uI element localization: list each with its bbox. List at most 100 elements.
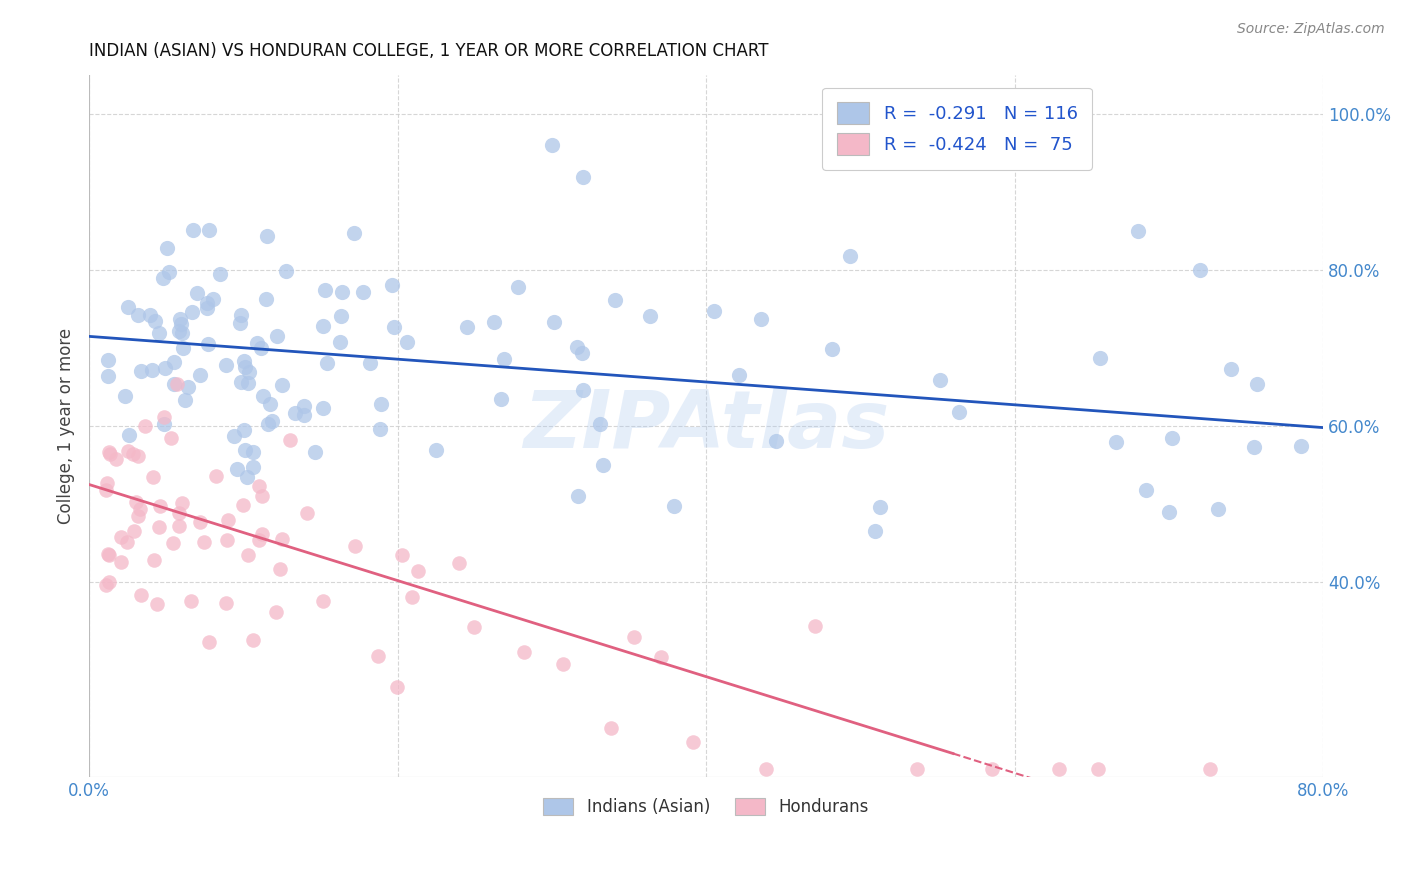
Point [98,575,121,590]
Point [571,169,593,184]
Point [821,343,844,357]
Point [134,419,156,434]
Point [96,476,118,491]
Point [540,138,562,153]
Point [1135,483,1157,498]
Point [295,506,318,520]
Point [163,355,186,369]
Point [278,433,301,447]
Point [304,445,326,459]
Point [217,513,239,527]
Legend: Indians (Asian), Hondurans: Indians (Asian), Hondurans [536,789,877,825]
Point [229,308,252,322]
Point [980,762,1002,776]
Point [463,620,485,634]
Point [242,460,264,475]
Point [98,447,121,461]
Point [257,417,280,431]
Point [284,406,307,420]
Point [271,532,294,546]
Point [208,267,231,281]
Point [247,479,270,493]
Point [1243,440,1265,454]
Point [344,539,367,553]
Point [148,520,170,534]
Point [543,315,565,329]
Point [114,389,136,403]
Point [1188,263,1211,277]
Point [94,483,117,498]
Point [370,422,392,436]
Point [728,368,751,382]
Point [152,409,174,424]
Point [370,397,392,411]
Point [195,301,218,315]
Y-axis label: College, 1 year or more: College, 1 year or more [58,328,75,524]
Point [292,408,315,422]
Point [749,312,772,326]
Point [264,605,287,619]
Point [104,452,127,467]
Point [238,365,260,379]
Point [765,434,787,448]
Point [118,428,141,442]
Point [623,630,645,644]
Point [156,241,179,255]
Point [110,530,132,544]
Point [128,502,150,516]
Point [236,548,259,562]
Point [508,280,530,294]
Point [149,499,172,513]
Point [236,376,259,391]
Point [188,515,211,529]
Point [1246,376,1268,391]
Point [254,292,277,306]
Point [233,353,256,368]
Point [167,324,190,338]
Point [1088,351,1111,365]
Point [233,359,256,374]
Point [408,565,430,579]
Point [198,222,221,236]
Text: ZIPAtlas: ZIPAtlas [523,387,889,465]
Point [146,597,169,611]
Point [330,285,353,299]
Point [201,293,224,307]
Point [512,645,534,659]
Point [193,534,215,549]
Point [242,444,264,458]
Point [948,405,970,419]
Point [385,680,408,694]
Point [97,368,120,383]
Point [148,326,170,340]
Point [94,578,117,592]
Point [863,524,886,538]
Point [682,735,704,749]
Point [269,562,291,576]
Point [312,593,335,607]
Point [565,340,588,354]
Point [329,310,352,324]
Point [589,417,612,431]
Point [447,556,470,570]
Point [197,336,219,351]
Point [252,389,274,403]
Point [233,423,256,437]
Point [572,383,595,397]
Point [314,283,336,297]
Point [755,762,778,776]
Point [494,352,516,367]
Point [252,489,274,503]
Point [127,308,149,322]
Point [1087,762,1109,776]
Point [153,360,176,375]
Point [173,392,195,407]
Point [1105,435,1128,450]
Point [153,417,176,431]
Point [236,470,259,484]
Point [117,300,139,314]
Point [260,414,283,428]
Point [172,342,194,356]
Point [157,265,180,279]
Point [650,650,672,665]
